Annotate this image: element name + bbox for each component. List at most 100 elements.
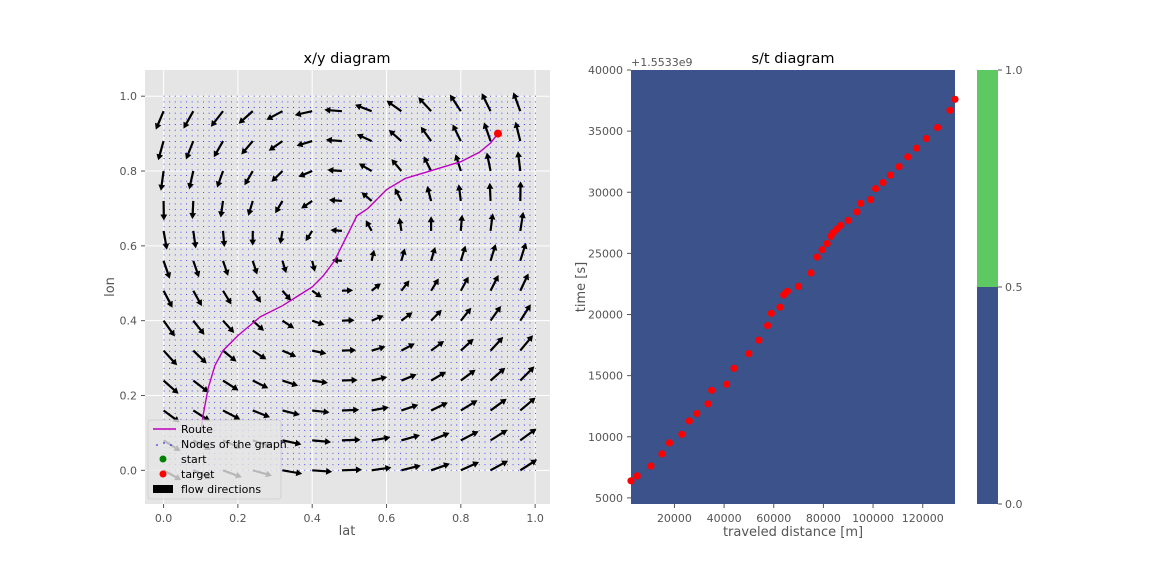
colorbar-high-segment [977, 70, 998, 287]
colorbar-tick-label: 1.0 [1005, 64, 1023, 77]
st-point [665, 439, 674, 447]
flow-arrow [430, 432, 450, 442]
flow-arrow [160, 200, 168, 221]
st-ylabel: time [s] [574, 262, 589, 312]
flow-arrow [328, 197, 342, 204]
xy-y-tick-label: 1.0 [120, 90, 138, 103]
flow-arrow [489, 367, 506, 382]
legend-flow-swatch [153, 485, 173, 493]
flow-arrow [249, 230, 257, 246]
flow-arrow [391, 159, 403, 172]
st-point [867, 196, 875, 204]
flow-arrow [301, 200, 313, 209]
st-y-tick-label: 15000 [588, 370, 623, 383]
xy-y-tick-label: 0.4 [120, 315, 138, 328]
st-point [693, 409, 701, 418]
flow-arrow [425, 186, 433, 202]
flow-arrow [401, 463, 421, 472]
flow-arrow [192, 260, 201, 278]
st-point [678, 430, 686, 438]
legend-nodes-label: Nodes of the graph [181, 438, 287, 451]
st-point [837, 221, 845, 229]
flow-arrow [187, 170, 195, 190]
st-point [708, 386, 716, 394]
st-x-tick-label: 120000 [902, 512, 944, 525]
st-xlabel: traveled distance [m] [723, 525, 863, 540]
flow-arrow [371, 435, 391, 442]
flow-arrow [519, 335, 533, 352]
xy-y-tick-label: 0.0 [120, 464, 138, 477]
flow-arrow [519, 366, 535, 382]
flow-arrow [155, 110, 165, 130]
flow-arrow [252, 349, 267, 360]
flow-arrow [252, 379, 269, 389]
flow-arrow [418, 97, 432, 112]
flow-arrow [332, 257, 342, 264]
st-point [818, 246, 826, 254]
flow-arrow [481, 93, 492, 112]
st-point [767, 309, 775, 317]
flow-arrow [162, 290, 173, 308]
flow-arrow [458, 214, 465, 231]
flow-arrow [519, 242, 528, 262]
flow-arrow [423, 156, 433, 172]
flow-arrow [361, 192, 373, 202]
flow-arrow [482, 122, 492, 142]
st-point [946, 106, 954, 114]
st-point [755, 336, 763, 344]
flow-arrow [282, 379, 299, 388]
xy-x-tick-labels: 0.0 0.2 0.4 0.6 0.8 1.0 [155, 504, 544, 525]
flow-arrow [452, 124, 462, 142]
xy-y-tick-label: 0.2 [120, 390, 138, 403]
flow-arrow [210, 110, 224, 127]
flow-arrow [401, 433, 420, 442]
st-y-tick-label: 40000 [588, 64, 623, 77]
flow-arrow [484, 152, 492, 172]
colorbar-tick-label: 0.0 [1005, 498, 1023, 511]
xy-target-point [493, 129, 502, 138]
flow-arrow [312, 349, 327, 356]
flow-arrow [358, 163, 373, 172]
flow-arrow [430, 278, 439, 292]
flow-arrow [185, 140, 195, 160]
flow-arrow [222, 319, 235, 333]
flow-arrow [515, 151, 522, 172]
flow-arrow [222, 290, 232, 305]
st-point [823, 240, 831, 248]
flow-arrow [490, 429, 508, 442]
flow-arrow [386, 100, 402, 113]
flow-arrow [460, 338, 474, 352]
st-point [764, 321, 772, 330]
flow-arrow [189, 200, 197, 220]
flow-arrow [220, 230, 228, 247]
flow-arrow [162, 230, 170, 250]
st-y-tick-label: 25000 [588, 247, 623, 260]
flow-arrow [312, 378, 328, 386]
flow-arrow [394, 188, 403, 202]
flow-arrow [371, 283, 381, 292]
colorbar-tick-labels: 0.0 0.5 1.0 [998, 64, 1023, 511]
xy-x-tick-label: 0.2 [229, 512, 247, 525]
flow-arrow [222, 260, 230, 276]
st-point [904, 153, 912, 161]
flow-arrow [356, 133, 373, 143]
flow-arrow [312, 438, 332, 445]
flow-arrow [430, 402, 448, 412]
flow-arrow [312, 467, 333, 475]
flow-arrow [277, 230, 285, 244]
legend-route-label: Route [181, 423, 213, 436]
xy-y-tick-labels: 0.0 0.2 0.4 0.6 0.8 1.0 [120, 90, 145, 477]
st-point [647, 462, 655, 470]
flow-arrow [162, 260, 172, 279]
flow-arrow [456, 184, 463, 202]
flow-arrow [296, 140, 313, 148]
flow-arrow [341, 287, 354, 294]
st-offset-text: +1.5533e9 [631, 56, 692, 69]
st-point [857, 199, 865, 207]
flow-arrow [519, 304, 531, 322]
st-x-tick-label: 40000 [707, 512, 742, 525]
legend-node-dot [170, 444, 172, 446]
st-point [886, 171, 895, 179]
st-point [934, 123, 942, 132]
